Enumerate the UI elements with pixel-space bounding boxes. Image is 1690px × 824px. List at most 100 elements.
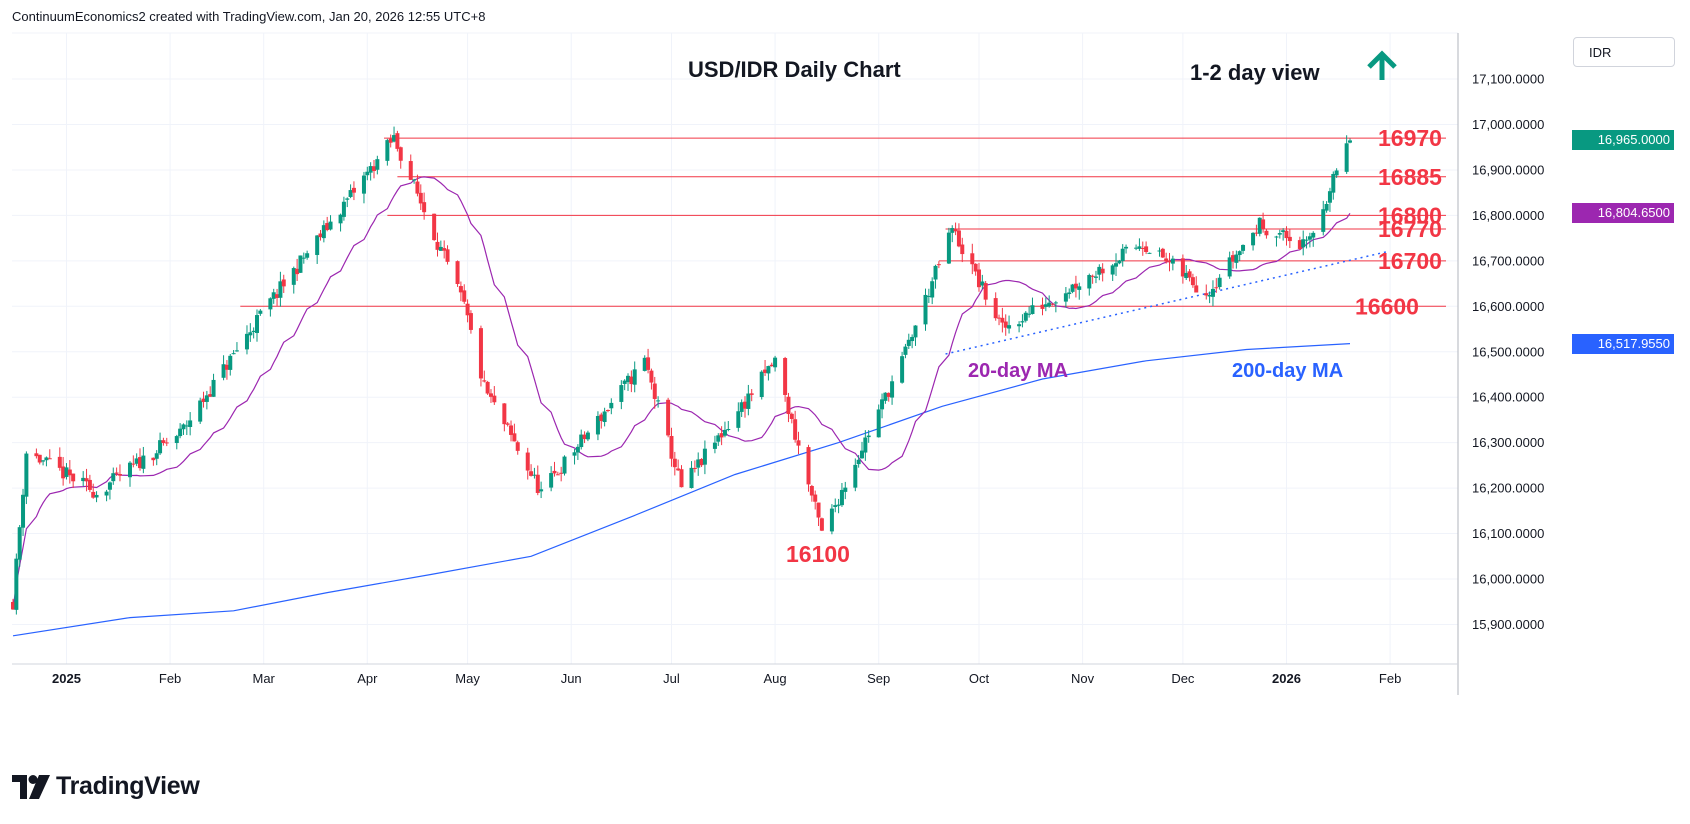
candle-body [1137,246,1142,249]
candle-body [679,469,684,488]
candle-body [201,398,206,402]
candle-body [970,253,975,265]
candle-body [1227,257,1232,277]
candle-body [345,198,350,200]
candle-body [408,161,413,180]
candle-body [388,138,393,143]
y-tick-label: 16,300.0000 [1472,435,1544,450]
candle-body [371,166,376,172]
candle-body [361,175,366,194]
candle-body [793,419,798,440]
candle-body [1207,294,1212,297]
candle-body [275,294,280,298]
candle-body [619,385,624,402]
currency-selector[interactable] [1573,37,1675,67]
candle-body [629,376,634,385]
candle-body [41,460,46,462]
candle-body [198,400,203,422]
y-tick-label: 16,100.0000 [1472,526,1544,541]
candle-body [549,473,554,488]
y-tick-label: 16,900.0000 [1472,162,1544,177]
x-tick-label: Dec [1171,671,1195,686]
ma20-annotation: 20-day MA [968,360,1068,382]
candle-body [107,482,112,490]
candle-body [462,290,467,302]
candle-body [1237,251,1242,256]
candle-body [291,268,296,285]
candle-body [328,221,333,230]
tradingview-logo-text: TradingView [56,772,200,800]
candle-body [1000,317,1005,323]
candle-body [1073,283,1078,289]
candle-body [923,294,928,325]
candle-body [478,328,483,379]
candle-body [11,601,15,610]
candle-body [535,474,540,493]
x-tick-label: 2026 [1272,671,1301,686]
candle-body [1348,140,1352,143]
candle-body [890,381,895,398]
candle-body [492,395,497,403]
candle-body [766,366,771,374]
candle-body [1077,286,1082,290]
candle-body [181,424,186,430]
candle-body [906,339,911,346]
tradingview-logo[interactable]: TradingView [12,772,200,801]
candle-body [151,457,156,461]
candle-body [278,281,283,298]
candle-body [315,235,320,255]
y-tick-label: 16,500.0000 [1472,344,1544,359]
low-label-16100: 16100 [786,541,850,567]
y-tick-label: 15,900.0000 [1472,617,1544,632]
candle-body [666,399,671,436]
candle-body [418,192,423,204]
candle-body [321,225,326,239]
candle-body [231,353,236,355]
candle-body [669,435,674,459]
candle-body [385,140,390,161]
currency-label[interactable]: IDR [1589,45,1612,60]
candle-body [1117,260,1122,264]
last-price-label: 16,965.0000 [1572,130,1674,151]
candle-body [375,159,380,170]
candle-body [652,383,657,399]
candle-body [759,371,764,397]
up-arrow-head [1367,50,1397,69]
candle-body [736,411,741,428]
candle-body [529,471,534,476]
x-tick-label: Sep [867,671,890,686]
candle-body [281,279,286,287]
candle-body [783,358,788,395]
x-tick-label: Oct [969,671,990,686]
x-tick-label: Aug [764,671,787,686]
x-tick-label: May [455,671,480,686]
candle-body [642,357,647,371]
trendline-dotted [945,251,1387,355]
candle-body [395,133,400,149]
candle-body [204,395,209,402]
x-tick-label: Apr [357,671,378,686]
candle-body [525,452,530,471]
candle-body [104,491,109,496]
candle-body [582,434,587,440]
candle-body [1030,305,1035,315]
candle-body [692,467,697,469]
x-tick-label: Mar [252,671,275,686]
candle-body [809,486,814,496]
candle-body [622,380,627,384]
candle-body [863,437,868,453]
candle-body [585,432,590,440]
candle-body [913,325,918,338]
candle-body [1254,232,1259,234]
candle-body [559,472,564,474]
candle-body [21,494,26,528]
candle-body [509,425,514,435]
candle-body [539,489,544,492]
candle-body [933,265,938,280]
candle-body [1301,239,1306,248]
candle-body [843,487,848,492]
candle-body [1120,248,1125,262]
ma20-price-label: 16,804.6500 [1572,203,1674,224]
candle-body [980,281,985,286]
